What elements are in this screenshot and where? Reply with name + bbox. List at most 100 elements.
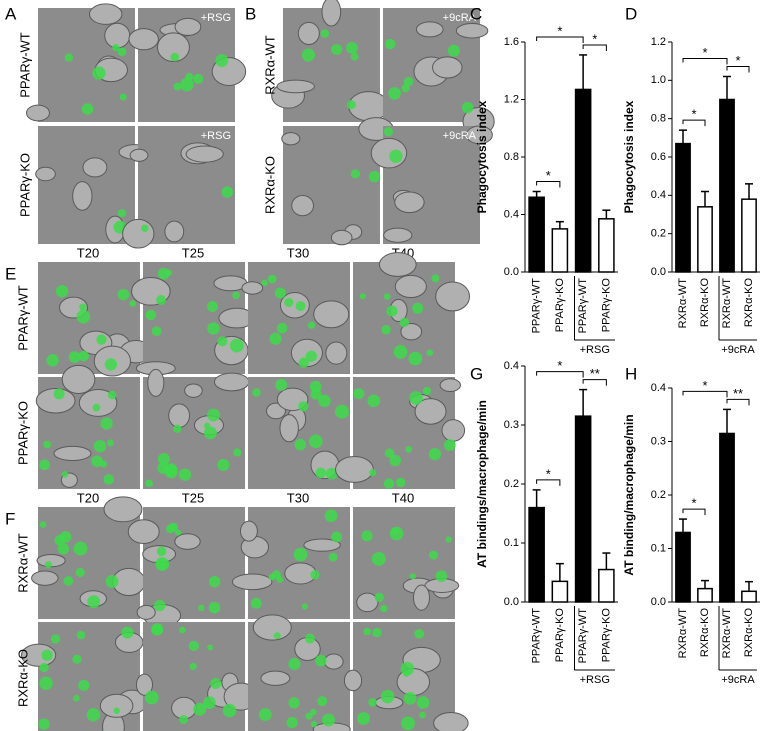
bar	[528, 196, 545, 273]
bar	[551, 228, 569, 273]
green-cell	[156, 559, 168, 571]
y-axis-label: AT bindings/macrophage/min	[475, 400, 489, 568]
cell	[136, 604, 156, 620]
micrograph	[335, 377, 466, 489]
cell	[414, 398, 447, 425]
green-cell	[301, 48, 315, 62]
green-cell	[368, 170, 381, 183]
micrograph	[20, 622, 148, 731]
cell	[156, 32, 190, 63]
micrograph	[353, 252, 471, 374]
green-cell	[445, 536, 452, 543]
y-tick-label: 1.6	[504, 36, 519, 48]
cell	[439, 378, 461, 392]
bar	[741, 198, 757, 273]
row-label: RXRα-WT	[15, 533, 30, 593]
green-cell	[408, 351, 423, 366]
green-cell	[64, 53, 74, 62]
y-tick-label: 1.2	[651, 36, 666, 48]
cell	[61, 364, 96, 394]
cell	[276, 79, 315, 94]
micrograph	[38, 262, 153, 377]
panel-letter: G	[470, 364, 483, 383]
green-cell	[383, 127, 394, 137]
green-cell	[96, 334, 107, 345]
x-tick-label: PPARγ-WT	[531, 608, 543, 664]
time-label: T40	[392, 490, 414, 505]
green-cell	[151, 624, 163, 636]
green-cell	[151, 326, 162, 337]
bar	[719, 98, 735, 273]
cell	[184, 383, 203, 398]
image-label: +9cRA	[443, 12, 477, 24]
green-cell	[39, 662, 49, 673]
green-cell	[284, 297, 294, 308]
green-cell	[217, 458, 230, 471]
green-cell	[335, 404, 349, 419]
cell	[53, 445, 92, 462]
green-cell	[380, 689, 395, 704]
cell	[378, 252, 417, 277]
green-cell	[44, 561, 52, 569]
micrograph	[271, 0, 390, 122]
x-tick-label: PPARγ-KO	[554, 608, 566, 663]
green-cell	[295, 301, 306, 312]
cell	[415, 21, 444, 38]
panel-letter: A	[5, 4, 17, 23]
time-label: T20	[77, 490, 99, 505]
green-cell	[325, 467, 338, 480]
bar	[574, 415, 592, 603]
micrograph	[370, 125, 493, 244]
x-tick-label: RXRα-KO	[743, 608, 755, 658]
y-tick-label: 0.1	[651, 542, 666, 554]
green-cell	[331, 44, 343, 56]
cell	[330, 229, 353, 246]
cell	[281, 132, 301, 146]
cell	[147, 368, 165, 397]
sig-bracket	[682, 508, 706, 516]
green-cell	[100, 460, 108, 468]
green-cell	[193, 702, 207, 716]
cell	[174, 533, 201, 550]
green-cell	[180, 77, 194, 92]
cell	[433, 712, 469, 731]
cell	[400, 323, 423, 341]
green-cell	[384, 448, 395, 458]
green-cell	[76, 630, 86, 640]
cell	[241, 281, 264, 295]
micrograph	[143, 368, 250, 489]
green-cell	[443, 439, 456, 451]
green-cell	[380, 604, 388, 613]
green-cell	[331, 531, 343, 543]
y-tick-label: 0.8	[651, 113, 666, 125]
cell	[129, 148, 149, 162]
green-cell	[405, 445, 413, 453]
sig-label: *	[546, 466, 551, 481]
green-cell	[68, 351, 81, 363]
green-cell	[105, 574, 119, 588]
green-cell	[385, 38, 396, 50]
group-label: +RSG	[580, 344, 610, 356]
green-cell	[403, 670, 410, 677]
y-tick-label: 0.2	[504, 478, 519, 490]
y-axis-label: Phagocytosis index	[475, 100, 489, 213]
green-cell	[208, 575, 221, 588]
green-cell	[372, 628, 382, 638]
green-cell	[310, 720, 318, 728]
cell	[35, 387, 76, 414]
green-cell	[107, 390, 117, 400]
image-label: +RSG	[201, 130, 231, 142]
cell	[252, 614, 292, 641]
y-tick-label: 0.2	[651, 228, 666, 240]
green-cell	[91, 455, 103, 468]
y-tick-label: 0.2	[651, 489, 666, 501]
green-cell	[179, 626, 186, 634]
micrograph	[127, 507, 245, 628]
green-cell	[168, 522, 178, 532]
bar	[598, 218, 615, 273]
green-cell	[393, 344, 408, 359]
green-cell	[412, 302, 424, 314]
y-tick-label: 0.6	[651, 151, 666, 163]
green-cell	[416, 696, 430, 709]
green-cell	[157, 462, 169, 474]
